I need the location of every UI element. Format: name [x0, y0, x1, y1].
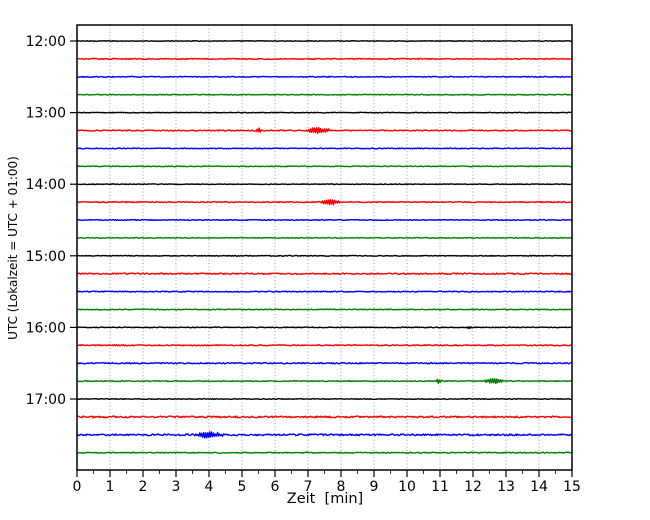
seismic-trace-1700	[76, 397, 573, 401]
seismic-trace-1415	[76, 199, 573, 206]
plot-frame	[76, 24, 573, 471]
seismic-trace-1600	[76, 326, 573, 330]
x-tick-label: 6	[271, 479, 280, 495]
seismic-trace-1545	[76, 308, 573, 311]
seismic-trace-1645	[76, 378, 573, 385]
x-tick-label: 4	[205, 479, 214, 495]
seismic-trace-1715	[76, 415, 573, 419]
seismic-trace-1615	[76, 344, 573, 347]
seismic-trace-1515	[76, 272, 573, 276]
seismic-trace-1215	[76, 57, 573, 61]
seismic-trace-1430	[76, 218, 573, 222]
y-hour-label: 15:00	[26, 249, 66, 265]
axis-layer	[70, 24, 573, 477]
x-tick-label: 12	[464, 479, 482, 495]
y-hour-label: 12:00	[26, 34, 66, 50]
seismic-trace-1400	[76, 183, 573, 186]
y-axis-label: UTC (Lokalzeit = UTC + 01:00)	[6, 156, 20, 340]
x-tick-label: 1	[106, 479, 115, 495]
x-tick-label: 5	[238, 479, 247, 495]
seismic-trace-1200	[77, 39, 573, 43]
y-hour-label: 13:00	[26, 106, 66, 122]
grid-layer	[109, 25, 540, 470]
seismic-trace-1530	[76, 290, 573, 293]
seismic-trace-1230	[76, 75, 573, 78]
x-tick-label: 3	[172, 479, 181, 495]
seismic-trace-1315	[76, 127, 573, 135]
x-tick-label: 0	[73, 479, 82, 495]
seismic-trace-1630	[76, 361, 573, 365]
seismic-trace-1345	[76, 165, 573, 168]
tick-label-layer: 0 1 2 3 4 5 6 7 8 9 10 11 12 13 14 1512:0013:0014:0015:…	[26, 34, 581, 495]
x-tick-label: 13	[497, 479, 515, 495]
x-tick-label: 15	[563, 479, 581, 495]
seismic-trace-1445	[76, 236, 573, 239]
seismic-trace-1330	[76, 147, 573, 150]
seismic-trace-1300	[76, 111, 573, 114]
x-tick-label: 7	[304, 479, 313, 495]
seismic-trace-1730	[76, 431, 573, 439]
trace-layer	[76, 39, 573, 454]
seismic-trace-1745	[76, 451, 573, 454]
y-hour-label: 14:00	[26, 177, 66, 193]
x-tick-label: 9	[370, 479, 379, 495]
x-tick-label: 10	[398, 479, 416, 495]
x-axis-label: Zeit [min]	[286, 491, 364, 507]
y-hour-label: 16:00	[26, 320, 66, 336]
x-tick-label: 11	[431, 479, 449, 495]
seismic-trace-1500	[76, 254, 573, 257]
y-hour-label: 17:00	[26, 392, 66, 408]
x-tick-label: 14	[530, 479, 548, 495]
x-tick-label: 8	[337, 479, 346, 495]
seismic-trace-1245	[76, 93, 573, 96]
x-tick-label: 2	[139, 479, 148, 495]
